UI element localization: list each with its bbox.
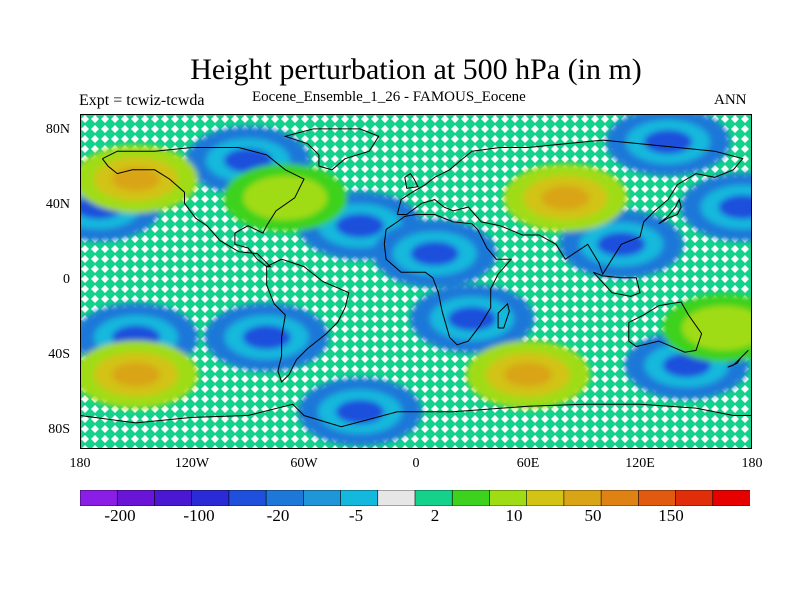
coastline <box>383 214 513 346</box>
colorbar-label: 10 <box>505 506 523 525</box>
field-contour-region <box>700 316 748 340</box>
colorbar-swatch <box>154 490 193 506</box>
colorbar-swatch <box>228 490 267 506</box>
colorbar-label: 150 <box>658 506 684 525</box>
colorbar <box>80 490 750 506</box>
coastline <box>80 403 752 428</box>
map-plot <box>80 114 752 449</box>
colorbar-label: -100 <box>183 506 215 525</box>
colorbar-swatch <box>712 490 750 506</box>
coastline <box>592 271 641 297</box>
colorbar-swatch <box>489 490 528 506</box>
colorbar-swatch <box>600 490 640 506</box>
colorbar-label: -20 <box>266 506 290 525</box>
x-tick-label: 60W <box>290 456 318 471</box>
field-contour-region <box>261 185 310 210</box>
colorbar-swatch <box>191 490 230 506</box>
season-label: ANN <box>714 92 747 108</box>
y-tick-label: 40S <box>48 347 70 362</box>
y-tick-label: 0 <box>63 272 70 287</box>
field-contour-region <box>242 325 291 350</box>
field-contour-region <box>662 353 711 378</box>
coastline <box>396 139 744 276</box>
y-tick-label: 80N <box>45 122 70 137</box>
colorbar-swatch <box>116 490 156 506</box>
x-tick-label: 180 <box>69 456 91 471</box>
coastline <box>266 258 350 383</box>
field-contour-region <box>718 195 752 220</box>
colorbar-swatch <box>265 490 305 506</box>
x-tick-label: 60E <box>516 456 540 471</box>
colorbar-label: 50 <box>584 506 602 525</box>
colorbar-label: -5 <box>348 506 364 525</box>
colorbar-swatch <box>563 490 602 506</box>
colorbar-swatch <box>303 490 342 506</box>
field-contour-region <box>541 185 590 210</box>
field-contour-region <box>410 241 459 266</box>
coastline <box>658 198 682 225</box>
x-tick-label: 120W <box>174 456 210 471</box>
colorbar-swatch <box>675 490 714 506</box>
field-contour-region <box>504 362 552 387</box>
coastline <box>404 172 419 189</box>
colorbar-swatch <box>638 490 677 506</box>
colorbar-swatch <box>526 490 565 506</box>
field-contour-region <box>112 167 160 192</box>
experiment-label: Expt = tcwiz-tcwda <box>79 92 205 109</box>
colorbar-swatch <box>451 490 491 506</box>
coastline <box>497 302 510 329</box>
map-frame <box>80 114 752 449</box>
coastline <box>283 128 380 171</box>
field-contour-region <box>448 306 496 331</box>
coastline <box>727 350 749 368</box>
y-tick-label: 40N <box>45 197 70 212</box>
colorbar-swatch <box>414 490 454 506</box>
field-contour-region <box>336 399 384 424</box>
colorbar-label: -200 <box>104 506 136 525</box>
colorbar-label: 2 <box>430 506 440 525</box>
field-contour-region <box>112 362 160 387</box>
coastline <box>628 301 703 353</box>
x-tick-label: 180 <box>741 456 763 471</box>
colorbar-swatch <box>377 490 416 506</box>
colorbar-swatch <box>340 490 379 506</box>
x-tick-label: 0 <box>412 456 420 471</box>
x-tick-label: 120E <box>625 456 655 471</box>
coastline <box>102 147 305 268</box>
field-contour-region <box>224 148 272 173</box>
field-contour-region <box>644 129 692 154</box>
field-contour-region <box>336 213 384 238</box>
y-tick-label: 80S <box>48 422 70 437</box>
map-title: Height perturbation at 500 hPa (in m) <box>190 53 642 86</box>
colorbar-swatch <box>80 490 119 506</box>
ensemble-label: Eocene_Ensemble_1_26 - FAMOUS_Eocene <box>252 89 526 105</box>
